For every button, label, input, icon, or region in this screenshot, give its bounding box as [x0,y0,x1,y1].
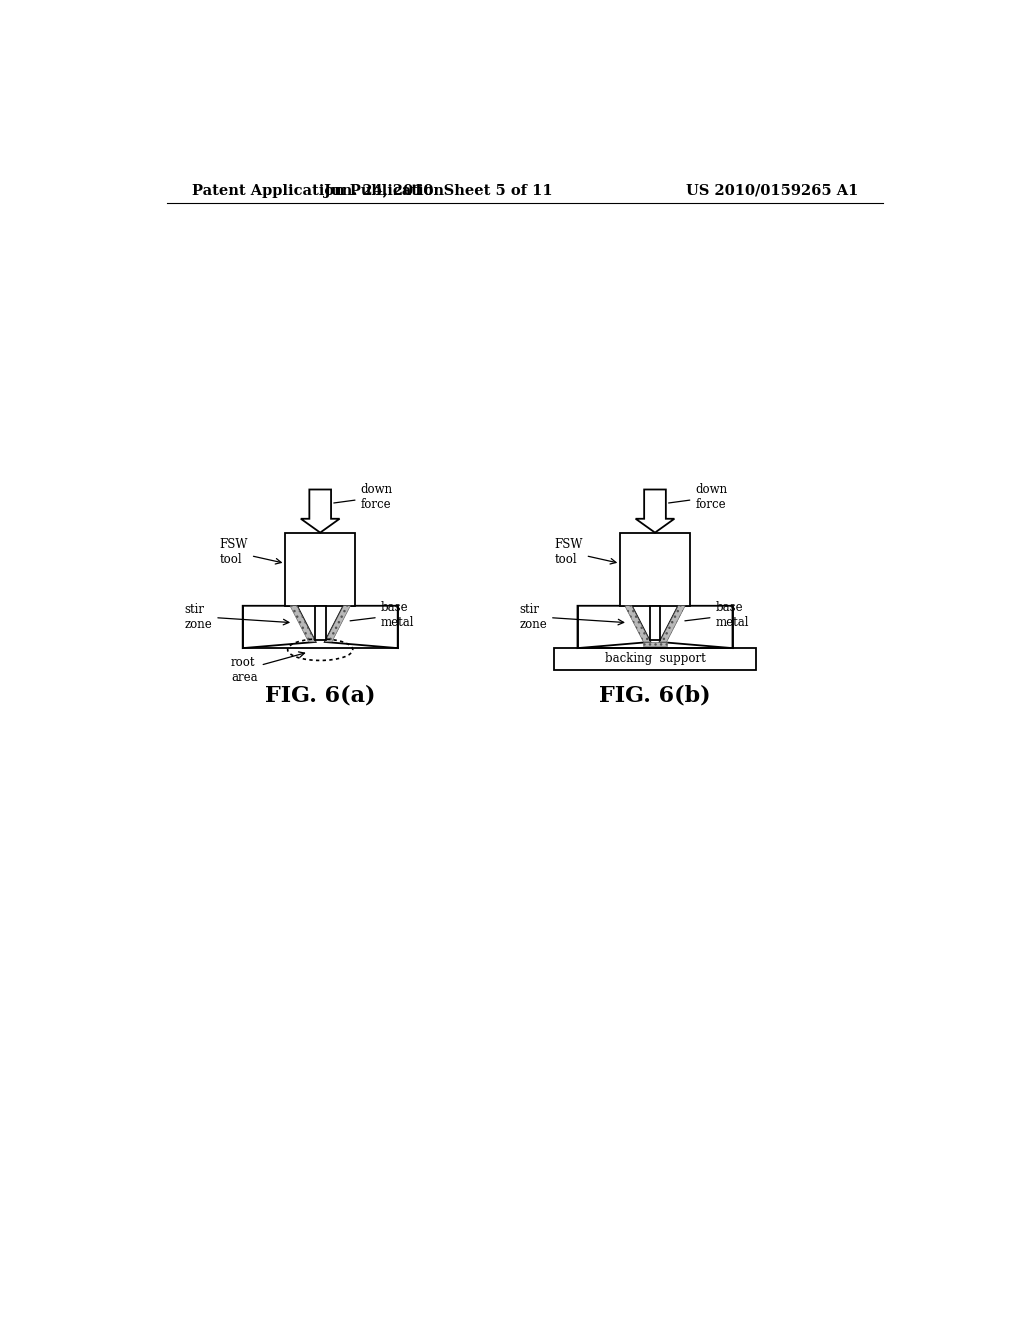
Text: base
metal: base metal [350,601,414,630]
Text: stir
zone: stir zone [184,602,289,631]
Bar [621,533,690,606]
Text: FIG. 6(b): FIG. 6(b) [599,685,711,708]
Bar [314,606,326,640]
Text: FSW
tool: FSW tool [219,537,282,566]
Text: down
force: down force [669,483,727,511]
Polygon shape [636,490,675,533]
Polygon shape [301,490,340,533]
Text: Patent Application Publication: Patent Application Publication [191,183,443,198]
Text: backing  support: backing support [604,652,706,665]
Polygon shape [659,606,685,642]
Bar [554,648,756,669]
Polygon shape [243,606,315,648]
Polygon shape [325,606,397,648]
Text: root
area: root area [231,652,304,684]
Text: stir
zone: stir zone [519,602,624,631]
Text: US 2010/0159265 A1: US 2010/0159265 A1 [686,183,858,198]
Polygon shape [325,606,350,642]
Polygon shape [290,606,315,642]
Text: FSW
tool: FSW tool [554,537,616,566]
Bar [286,533,355,606]
Text: base
metal: base metal [685,601,749,630]
Polygon shape [659,606,732,648]
Polygon shape [578,606,650,648]
Text: FIG. 6(a): FIG. 6(a) [265,685,376,708]
Text: down
force: down force [334,483,392,511]
Polygon shape [643,642,667,645]
Polygon shape [625,606,650,642]
Text: Jun. 24, 2010  Sheet 5 of 11: Jun. 24, 2010 Sheet 5 of 11 [324,183,552,198]
Bar [649,606,660,640]
